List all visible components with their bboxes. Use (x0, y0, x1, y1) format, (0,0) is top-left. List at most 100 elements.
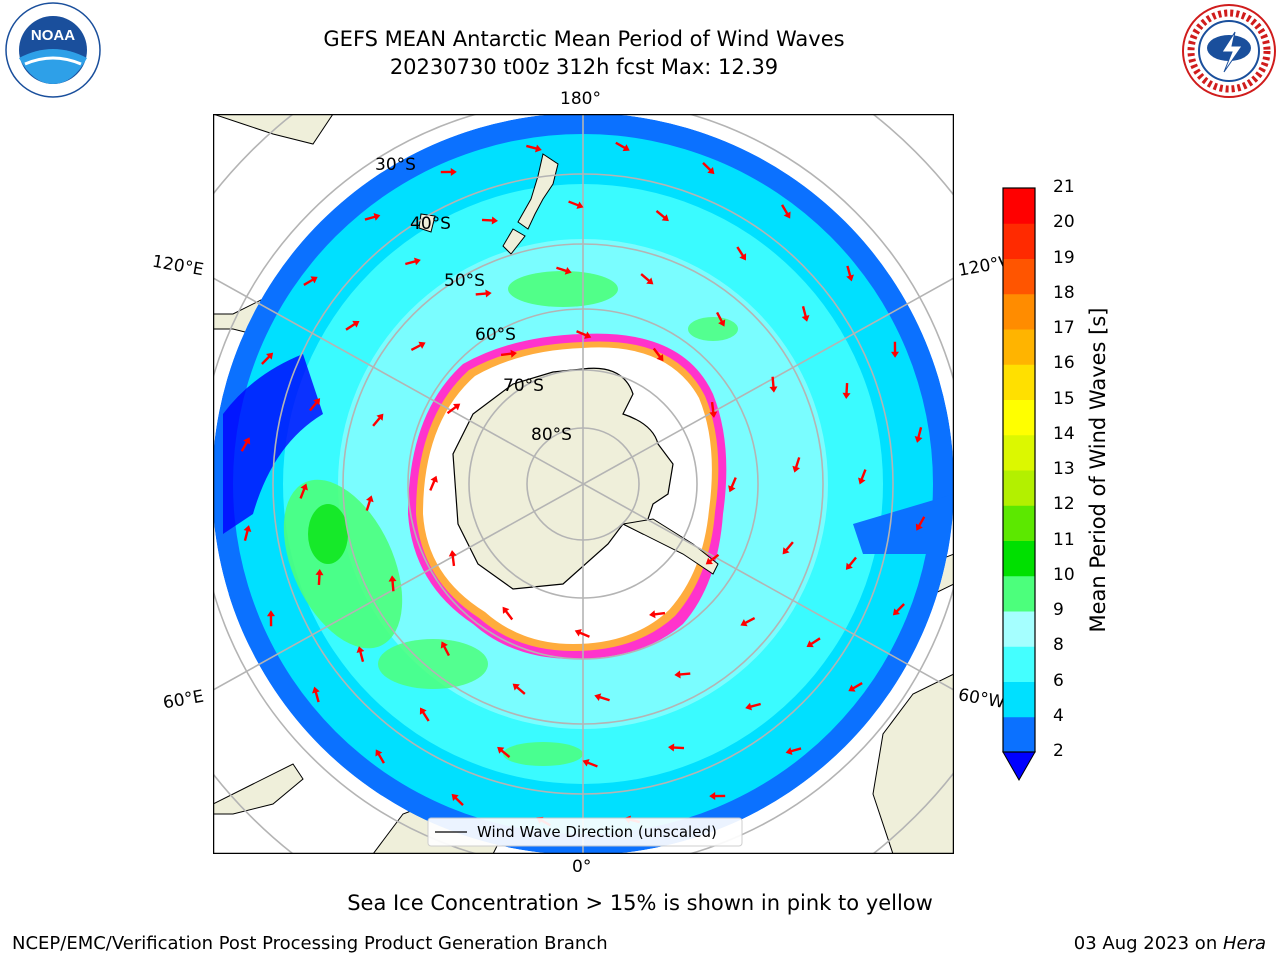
lat-label-60s: 60°S (475, 325, 516, 345)
wind-wave-arrow (440, 167, 457, 176)
wind-wave-arrow (429, 475, 438, 491)
lat-label-30s: 30°S (375, 155, 416, 175)
colorbar-segment (1003, 646, 1035, 682)
wind-wave-arrow (375, 749, 385, 764)
wind-wave-arrow (745, 702, 761, 711)
wind-wave-arrow (243, 525, 252, 541)
colorbar-tick-label: 16 (1053, 353, 1075, 374)
colorbar-segment (1003, 681, 1035, 718)
lat-label-50s: 50°S (444, 271, 485, 291)
wind-wave-arrow (649, 610, 666, 619)
wind-wave-arrow (364, 213, 381, 221)
noaa-logo-icon: NOAA (3, 2, 103, 102)
lon-label-0: 0° (572, 857, 592, 877)
wind-wave-arrow (709, 401, 718, 418)
wind-wave-arrow (309, 398, 321, 412)
colorbar-segment (1003, 470, 1035, 506)
wind-wave-arrow (736, 246, 747, 261)
colorbar-tick-label: 10 (1053, 564, 1075, 585)
map-subtitle: 20230730 t00z 312h fcst Max: 12.39 (389, 55, 779, 79)
legend-label: Wind Wave Direction (unscaled) (477, 823, 717, 841)
wind-wave-arrow (568, 200, 584, 209)
wind-wave-arrow (792, 457, 801, 473)
colorbar-tick-label: 17 (1053, 318, 1075, 338)
map-legend: Wind Wave Direction (unscaled) (427, 817, 743, 847)
wind-wave-arrow (356, 646, 365, 662)
wind-wave-arrow (845, 556, 857, 570)
colorbar-tick-label: 12 (1053, 494, 1075, 515)
wind-wave-arrow (655, 210, 669, 222)
wind-wave-arrow (299, 483, 308, 499)
wind-wave-arrow (848, 682, 863, 692)
colorbar-segment (1003, 293, 1035, 330)
wind-wave-arrow (261, 352, 274, 365)
wind-wave-arrow (674, 670, 691, 679)
wind-wave-arrow (892, 603, 905, 616)
wind-wave-arrow (891, 341, 900, 358)
colorbar-tick-label: 2 (1053, 741, 1064, 761)
colorbar-label: Mean Period of Wind Waves [s] (1086, 307, 1110, 633)
wind-wave-arrow (858, 469, 867, 485)
wind-wave-arrow (914, 427, 923, 443)
wind-wave-arrow (702, 162, 715, 175)
colorbar-tick-label: 8 (1053, 635, 1064, 656)
lon-label-60e: 60°E (161, 686, 206, 714)
wind-wave-arrow (576, 330, 592, 339)
wind-wave-arrow (345, 320, 360, 331)
wind-wave-arrow (668, 743, 685, 752)
wind-wave-arrow (303, 276, 318, 286)
wind-wave-arrow (769, 376, 778, 393)
colorbar-segment (1003, 716, 1035, 753)
wind-wave-arrow (846, 265, 854, 282)
colorbar-tick-label: 6 (1053, 670, 1064, 691)
wind-wave-arrow (526, 144, 542, 153)
run-date: 03 Aug 2023 on Hera (1074, 933, 1266, 954)
producer-credit: NCEP/EMC/Verification Post Processing Pr… (12, 933, 608, 954)
colorbar-segment (1003, 399, 1035, 436)
wind-wave-arrow (451, 793, 464, 806)
lat-label-70s: 70°S (503, 376, 544, 396)
wind-wave-arrow (315, 569, 324, 586)
colorbar-tick-label: 11 (1053, 529, 1075, 550)
wind-wave-arrow (615, 141, 630, 152)
wind-wave-arrow (652, 347, 664, 362)
wind-wave-arrow (716, 311, 726, 327)
lon-label-120e: 120°E (150, 251, 206, 281)
wind-wave-arrow (312, 686, 320, 703)
colorbar-segment (1003, 575, 1035, 612)
wind-wave-arrow (556, 266, 572, 275)
wind-wave-arrow (448, 550, 457, 567)
colorbar-tick-label: 20 (1053, 212, 1075, 233)
noaa-logo-text: NOAA (31, 27, 75, 44)
wind-wave-arrow (842, 382, 851, 399)
wind-wave-arrow (582, 759, 598, 768)
wind-wave-arrow (709, 792, 726, 801)
wind-wave-arrow (785, 747, 802, 755)
wind-wave-arrow (782, 541, 794, 555)
colorbar-tick-label: 9 (1053, 600, 1064, 620)
wind-wave-arrow (512, 683, 526, 695)
colorbar-segment (1003, 611, 1035, 647)
wind-wave-arrow (915, 516, 926, 531)
colorbar (1002, 187, 1036, 782)
wind-wave-arrow (440, 641, 450, 657)
wind-wave-arrow (740, 617, 756, 627)
wind-wave-arrow (502, 606, 514, 621)
wind-wave-arrow (497, 746, 511, 758)
nws-logo-icon (1180, 2, 1278, 100)
run-date-text: 03 Aug 2023 on (1073, 933, 1223, 954)
colorbar-segment (1003, 540, 1035, 577)
wind-wave-arrow (481, 216, 498, 225)
graticule (213, 114, 954, 854)
colorbar-tick-label: 19 (1053, 247, 1075, 268)
wind-wave-arrow (500, 349, 517, 358)
colorbar-tick-label: 18 (1053, 282, 1075, 303)
wind-wave-arrow (594, 693, 610, 702)
wind-wave-arrow (240, 437, 251, 452)
map-title: GEFS MEAN Antarctic Mean Period of Wind … (323, 27, 845, 51)
wind-wave-arrow (728, 477, 737, 493)
wind-wave-arrow (388, 575, 397, 592)
polar-map: 30°S 40°S 50°S 60°S 70°S 80°S Wind Wave … (213, 114, 954, 854)
machine-name: Hera (1222, 933, 1266, 954)
colorbar-segment (1003, 223, 1035, 259)
